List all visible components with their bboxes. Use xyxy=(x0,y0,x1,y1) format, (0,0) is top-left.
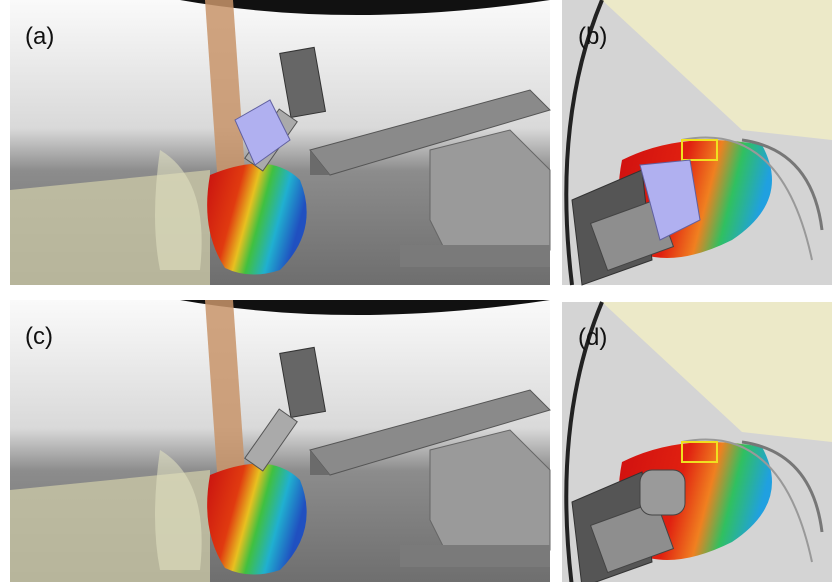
page: {"panels": [{"label": "(a)"}, {"label": … xyxy=(0,0,832,582)
panel-b: (b) xyxy=(562,0,832,285)
panel-a: (a) xyxy=(10,0,550,285)
panel-label: (d) xyxy=(578,324,607,351)
figure: (a) (b) (c) (d) xyxy=(0,0,832,582)
panel-label: (b) xyxy=(578,23,607,50)
panel-label: (c) xyxy=(25,323,53,350)
panel-c: (c) xyxy=(10,300,550,582)
panel-d: (d) xyxy=(562,302,832,582)
panel-label: (a) xyxy=(25,23,54,50)
